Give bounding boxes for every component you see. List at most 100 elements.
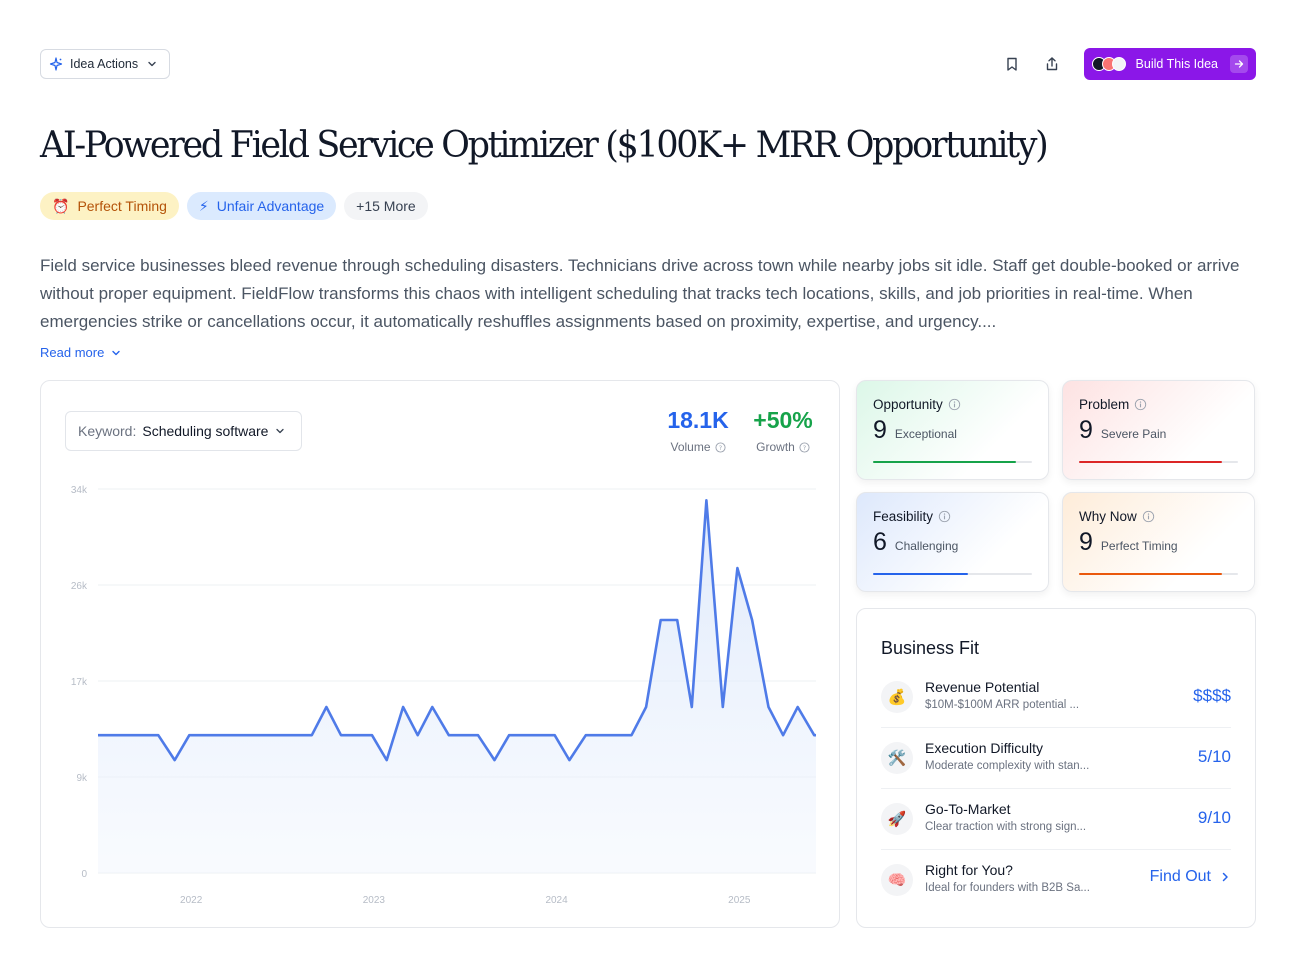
score-row: 6 Challenging <box>873 528 1032 557</box>
business-fit-row-execution[interactable]: 🛠️ Execution Difficulty Moderate complex… <box>881 728 1231 789</box>
money-bag-icon: 💰 <box>881 681 913 713</box>
score-label: Challenging <box>894 539 959 553</box>
page-title: AI-Powered Field Service Optimizer ($100… <box>40 125 1049 166</box>
score-value: 9 <box>1079 416 1093 444</box>
score-value: 9 <box>873 416 887 444</box>
business-fit-row-right-for-you[interactable]: 🧠 Right for You? Ideal for founders with… <box>881 850 1231 911</box>
y-tick-label: 26k <box>71 581 88 592</box>
score-value: 6 <box>873 528 887 556</box>
score-bar-fill <box>1079 461 1223 463</box>
score-head: Why Now <box>1079 509 1238 524</box>
series-area <box>98 500 816 873</box>
keyword-trend-card: 0 9k 17k 26k 34k 2022 2023 2024 2025 Keyword: Sc… <box>40 380 840 928</box>
y-tick-label: 34k <box>71 485 88 496</box>
tool-logos <box>1091 57 1126 71</box>
business-fit-name: Go-To-Market <box>925 801 1011 817</box>
tag-label: Unfair Advantage <box>216 198 325 214</box>
x-tick-label: 2022 <box>180 895 203 906</box>
growth-metric: +50% Growth ? <box>747 407 819 454</box>
trend-chart: 0 9k 17k 26k 34k 2022 2023 2024 2025 <box>71 485 816 906</box>
idea-actions-label: Idea Actions <box>70 57 139 71</box>
help-icon[interactable]: ? <box>714 441 726 453</box>
tag-list: ⏰ Perfect Timing ⚡ Unfair Advantage +15 … <box>40 192 428 220</box>
business-fit-list: 💰 Revenue Potential $10M-$100M ARR poten… <box>881 667 1231 911</box>
lightning-icon: ⚡ <box>198 197 209 214</box>
brain-icon: 🧠 <box>881 864 913 896</box>
arrow-right-icon <box>1230 55 1248 73</box>
score-bar <box>1079 461 1238 463</box>
find-out-label: Find Out <box>1149 868 1211 885</box>
score-name: Why Now <box>1079 509 1137 524</box>
score-row: 9 Exceptional <box>873 416 1032 445</box>
score-value: 9 <box>1079 528 1093 556</box>
business-fit-row-gtm[interactable]: 🚀 Go-To-Market Clear traction with stron… <box>881 789 1231 850</box>
volume-label-row: Volume ? <box>663 440 733 454</box>
keyword-select[interactable]: Keyword: Scheduling software <box>65 411 302 451</box>
share-icon <box>1046 57 1057 71</box>
business-fit-desc: Clear traction with strong sign... <box>925 821 1087 833</box>
x-tick-label: 2023 <box>363 895 386 906</box>
chevron-down-icon <box>112 350 121 355</box>
find-out-link[interactable]: Find Out <box>1150 868 1231 886</box>
idea-actions-button[interactable]: Idea Actions <box>40 49 171 79</box>
score-card-opportunity[interactable]: Opportunity 9 Exceptional <box>856 380 1049 480</box>
x-tick-label: 2024 <box>545 895 568 906</box>
score-label: Severe Pain <box>1100 427 1167 441</box>
build-label: Build This Idea <box>1135 57 1218 71</box>
y-tick-label: 0 <box>81 869 87 880</box>
rocket-icon: 🚀 <box>881 803 913 835</box>
idea-description: Field service businesses bleed revenue t… <box>40 256 1240 331</box>
info-icon[interactable] <box>1142 510 1155 523</box>
chevron-down-icon <box>148 61 156 67</box>
score-bar <box>873 573 1032 575</box>
svg-text:?: ? <box>803 443 806 451</box>
tools-icon: 🛠️ <box>881 742 913 774</box>
read-more-link[interactable]: Read more <box>40 345 122 360</box>
business-fit-card: Business Fit 💰 Revenue Potential $10M-$1… <box>856 608 1256 928</box>
info-icon[interactable] <box>1134 398 1147 411</box>
read-more-label: Read more <box>40 345 105 360</box>
score-card-problem[interactable]: Problem 9 Severe Pain <box>1062 380 1255 480</box>
sparkle-icon <box>49 57 63 71</box>
score-head: Feasibility <box>873 509 1032 524</box>
help-icon[interactable]: ? <box>799 441 810 453</box>
score-label: Perfect Timing <box>1100 539 1178 553</box>
x-tick-label: 2025 <box>728 895 751 906</box>
tag-perfect-timing[interactable]: ⏰ Perfect Timing <box>40 192 179 220</box>
score-bar <box>873 461 1032 463</box>
tag-more[interactable]: +15 More <box>344 192 428 220</box>
score-bar-fill <box>1079 573 1223 575</box>
info-icon[interactable] <box>938 510 951 523</box>
y-tick-label: 17k <box>71 677 88 688</box>
bookmark-button[interactable] <box>996 48 1028 80</box>
bookmark-icon <box>1006 57 1017 71</box>
business-fit-value: 9/10 <box>1197 808 1231 827</box>
tag-unfair-advantage[interactable]: ⚡ Unfair Advantage <box>186 192 337 220</box>
share-button[interactable] <box>1036 48 1068 80</box>
score-bar-fill <box>873 573 969 575</box>
volume-metric: 18.1K Volume ? <box>663 407 733 454</box>
volume-label: Volume <box>670 440 711 454</box>
business-fit-name: Execution Difficulty <box>925 740 1044 756</box>
business-fit-name: Right for You? <box>925 862 1013 878</box>
alarm-clock-icon: ⏰ <box>52 197 70 214</box>
svg-text:?: ? <box>718 443 721 451</box>
tag-label: Perfect Timing <box>77 198 167 214</box>
score-row: 9 Perfect Timing <box>1079 528 1238 557</box>
score-name: Feasibility <box>873 509 934 524</box>
growth-value: +50% <box>753 407 813 433</box>
business-fit-row-revenue[interactable]: 💰 Revenue Potential $10M-$100M ARR poten… <box>881 667 1231 728</box>
build-this-idea-button[interactable]: Build This Idea <box>1083 48 1256 80</box>
score-label: Exceptional <box>894 427 957 441</box>
score-card-feasibility[interactable]: Feasibility 6 Challenging <box>856 492 1049 592</box>
tag-label: +15 More <box>356 198 416 214</box>
keyword-value: Scheduling software <box>142 423 269 439</box>
score-card-why-now[interactable]: Why Now 9 Perfect Timing <box>1062 492 1255 592</box>
info-icon[interactable] <box>948 398 961 411</box>
business-fit-desc: $10M-$100M ARR potential ... <box>925 699 1080 711</box>
business-fit-desc: Moderate complexity with stan... <box>925 760 1090 772</box>
logo-icon-light <box>1111 57 1126 71</box>
business-fit-value: 5/10 <box>1197 747 1231 766</box>
growth-label: Growth <box>756 440 795 454</box>
keyword-label: Keyword: <box>78 423 137 439</box>
